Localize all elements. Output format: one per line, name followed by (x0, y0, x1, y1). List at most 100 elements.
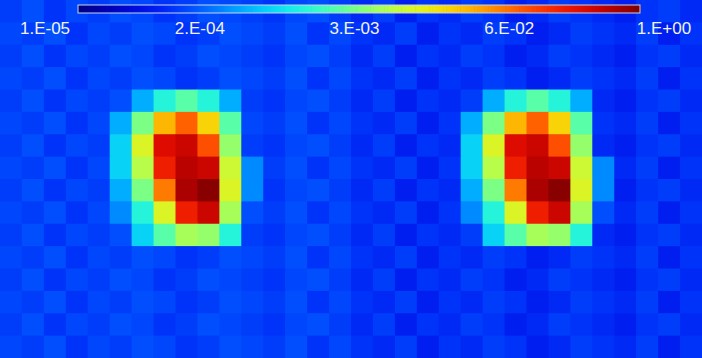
heatmap-cell (285, 67, 308, 90)
heatmap-cell (0, 201, 23, 224)
heatmap-cell (351, 90, 374, 113)
heatmap-cell (614, 0, 637, 23)
heatmap-cell (461, 313, 484, 336)
heatmap-cell (197, 269, 220, 292)
heatmap-cell (110, 224, 133, 247)
heatmap-cell (351, 179, 374, 202)
heatmap-cell (592, 112, 615, 135)
heatmap-cell (658, 157, 681, 180)
heatmap-cell (439, 224, 462, 247)
heatmap-cell (439, 269, 462, 292)
heatmap-cell (263, 313, 286, 336)
heatmap-cell (680, 45, 702, 68)
heatmap-cell (658, 269, 681, 292)
heatmap-cell (88, 0, 111, 23)
heatmap-cell (417, 22, 440, 45)
heatmap-cell (527, 313, 550, 336)
heatmap-cell (570, 313, 593, 336)
heatmap-cell (219, 112, 242, 135)
heatmap-cell (329, 269, 351, 292)
heatmap-cell (241, 336, 264, 358)
heatmap-cell (614, 134, 637, 157)
heatmap-cell (636, 45, 659, 68)
heatmap-cell (44, 112, 67, 135)
heatmap-cell (439, 336, 462, 358)
heatmap-cell (461, 291, 484, 314)
heatmap-cell (110, 90, 133, 113)
heatmap-cell (241, 291, 264, 314)
heatmap-cell (132, 224, 155, 247)
heatmap-cell (307, 291, 330, 314)
heatmap-cell (658, 291, 681, 314)
heatmap-cell (176, 246, 199, 269)
heatmap-cell (263, 291, 286, 314)
heatmap-cell (505, 336, 528, 358)
heatmap-cell (88, 246, 111, 269)
heatmap-cell (658, 179, 681, 202)
heatmap-cell (307, 157, 330, 180)
heatmap-cell (329, 134, 351, 157)
heatmap-cell (570, 269, 593, 292)
heatmap-cell (0, 336, 23, 358)
heatmap-cell (44, 201, 67, 224)
heatmap-cell (351, 246, 374, 269)
heatmap-cell (241, 112, 264, 135)
heatmap-cell (636, 246, 659, 269)
heatmap-cell (461, 90, 484, 113)
heatmap-cell (351, 336, 374, 358)
heatmap-cell (417, 246, 440, 269)
heatmap-cell (395, 179, 418, 202)
heatmap-cell (285, 313, 308, 336)
heatmap-cell (197, 45, 220, 68)
heatmap-cell (505, 313, 528, 336)
heatmap-cell (351, 269, 374, 292)
heatmap-cell (176, 291, 199, 314)
heatmap-cell (483, 336, 506, 358)
colorbar-frame (78, 5, 640, 13)
heatmap-cell (285, 224, 308, 247)
heatmap-cell (417, 313, 440, 336)
heatmap-cell (132, 246, 155, 269)
heatmap-cell (263, 201, 286, 224)
heatmap-cell (373, 179, 396, 202)
heatmap-cell (680, 157, 702, 180)
heatmap-cell (88, 313, 111, 336)
heatmap-cell (66, 45, 89, 68)
heatmap-cell (439, 157, 462, 180)
heatmap-cell (0, 224, 23, 247)
heatmap-cell (44, 269, 67, 292)
heatmap-cell (263, 134, 286, 157)
heatmap-cell (88, 134, 111, 157)
heatmap-cell (439, 201, 462, 224)
heatmap-cell (154, 22, 177, 45)
heatmap-cell (505, 291, 528, 314)
heatmap-cell (132, 157, 155, 180)
heatmap-cell (658, 224, 681, 247)
heatmap-cell (219, 134, 242, 157)
heatmap-cell (461, 0, 484, 23)
heatmap-cell (307, 269, 330, 292)
heatmap-cell (614, 90, 637, 113)
heatmap-cell (417, 0, 440, 23)
heatmap-cell (88, 90, 111, 113)
heatmap-cell (66, 313, 89, 336)
heatmap-cell (0, 179, 23, 202)
heatmap-cell (395, 134, 418, 157)
heatmap-cell (110, 67, 133, 90)
heatmap-cell (219, 67, 242, 90)
heatmap-cell (527, 157, 550, 180)
heatmap-cell (592, 336, 615, 358)
heatmap-cell (570, 45, 593, 68)
heatmap-cell (395, 201, 418, 224)
heatmap-cell (22, 179, 45, 202)
heatmap-cell (0, 313, 23, 336)
heatmap-cell (570, 0, 593, 23)
heatmap-cell (0, 134, 23, 157)
heatmap-cell (66, 90, 89, 113)
heatmap-cell (592, 224, 615, 247)
heatmap-cell (285, 45, 308, 68)
heatmap-cell (527, 134, 550, 157)
heatmap-cell (197, 224, 220, 247)
heatmap-cell (66, 291, 89, 314)
heatmap-cell (176, 134, 199, 157)
